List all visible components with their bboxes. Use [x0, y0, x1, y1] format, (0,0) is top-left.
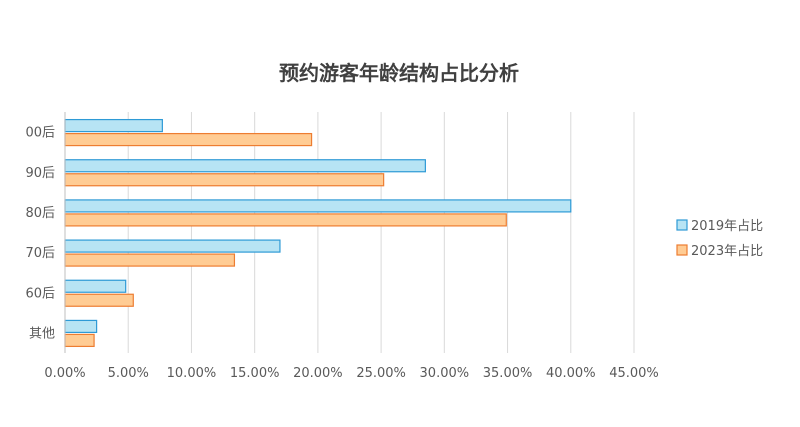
legend-label: 2019年占比 [691, 219, 763, 234]
y-tick-label: 70后 [25, 246, 55, 261]
gridlines [127, 112, 635, 353]
legend-swatch [676, 219, 688, 231]
bar-series-2019 [64, 319, 98, 334]
x-tick-label: 30.00% [420, 366, 470, 381]
x-tick-label: 20.00% [293, 366, 343, 381]
y-tick-label: 00后 [25, 126, 55, 141]
y-tick-label: 90后 [25, 166, 55, 181]
x-tick-label: 10.00% [167, 366, 217, 381]
x-tick-label: 5.00% [108, 366, 149, 381]
x-tick-label: 40.00% [546, 366, 596, 381]
bar-series-2019 [64, 199, 572, 213]
y-tick-label: 80后 [25, 206, 55, 221]
bar-series-2023 [64, 213, 507, 227]
x-tick-label: 25.00% [356, 366, 406, 381]
y-tick-label: 其他 [29, 326, 55, 341]
bar-series-2019 [64, 239, 281, 253]
x-tick-label: 35.00% [483, 366, 533, 381]
bar-series-2023 [64, 173, 385, 187]
x-tick-label: 45.00% [609, 366, 659, 381]
bar-series-2023 [64, 253, 236, 267]
bar-series-2019 [64, 159, 426, 173]
bar-series-2019 [64, 279, 127, 293]
bar-series-2023 [64, 333, 95, 348]
legend: 2019年占比 2023年占比 [676, 219, 763, 259]
x-tick-label: 15.00% [230, 366, 280, 381]
bar-series-2019 [64, 118, 163, 133]
y-tick-label: 60后 [25, 286, 55, 301]
bar-series-2023 [64, 293, 134, 307]
legend-swatch [676, 244, 688, 256]
axes: 0.00% 5.00% 10.00% 15.00% 20.00% 25.00% 30.00%… [25, 112, 659, 381]
chart-title: 预约游客年龄结构占比分析 [279, 61, 519, 85]
bar-series-2023 [64, 132, 313, 147]
legend-label: 2023年占比 [691, 244, 763, 259]
x-tick-label: 0.00% [44, 366, 85, 381]
